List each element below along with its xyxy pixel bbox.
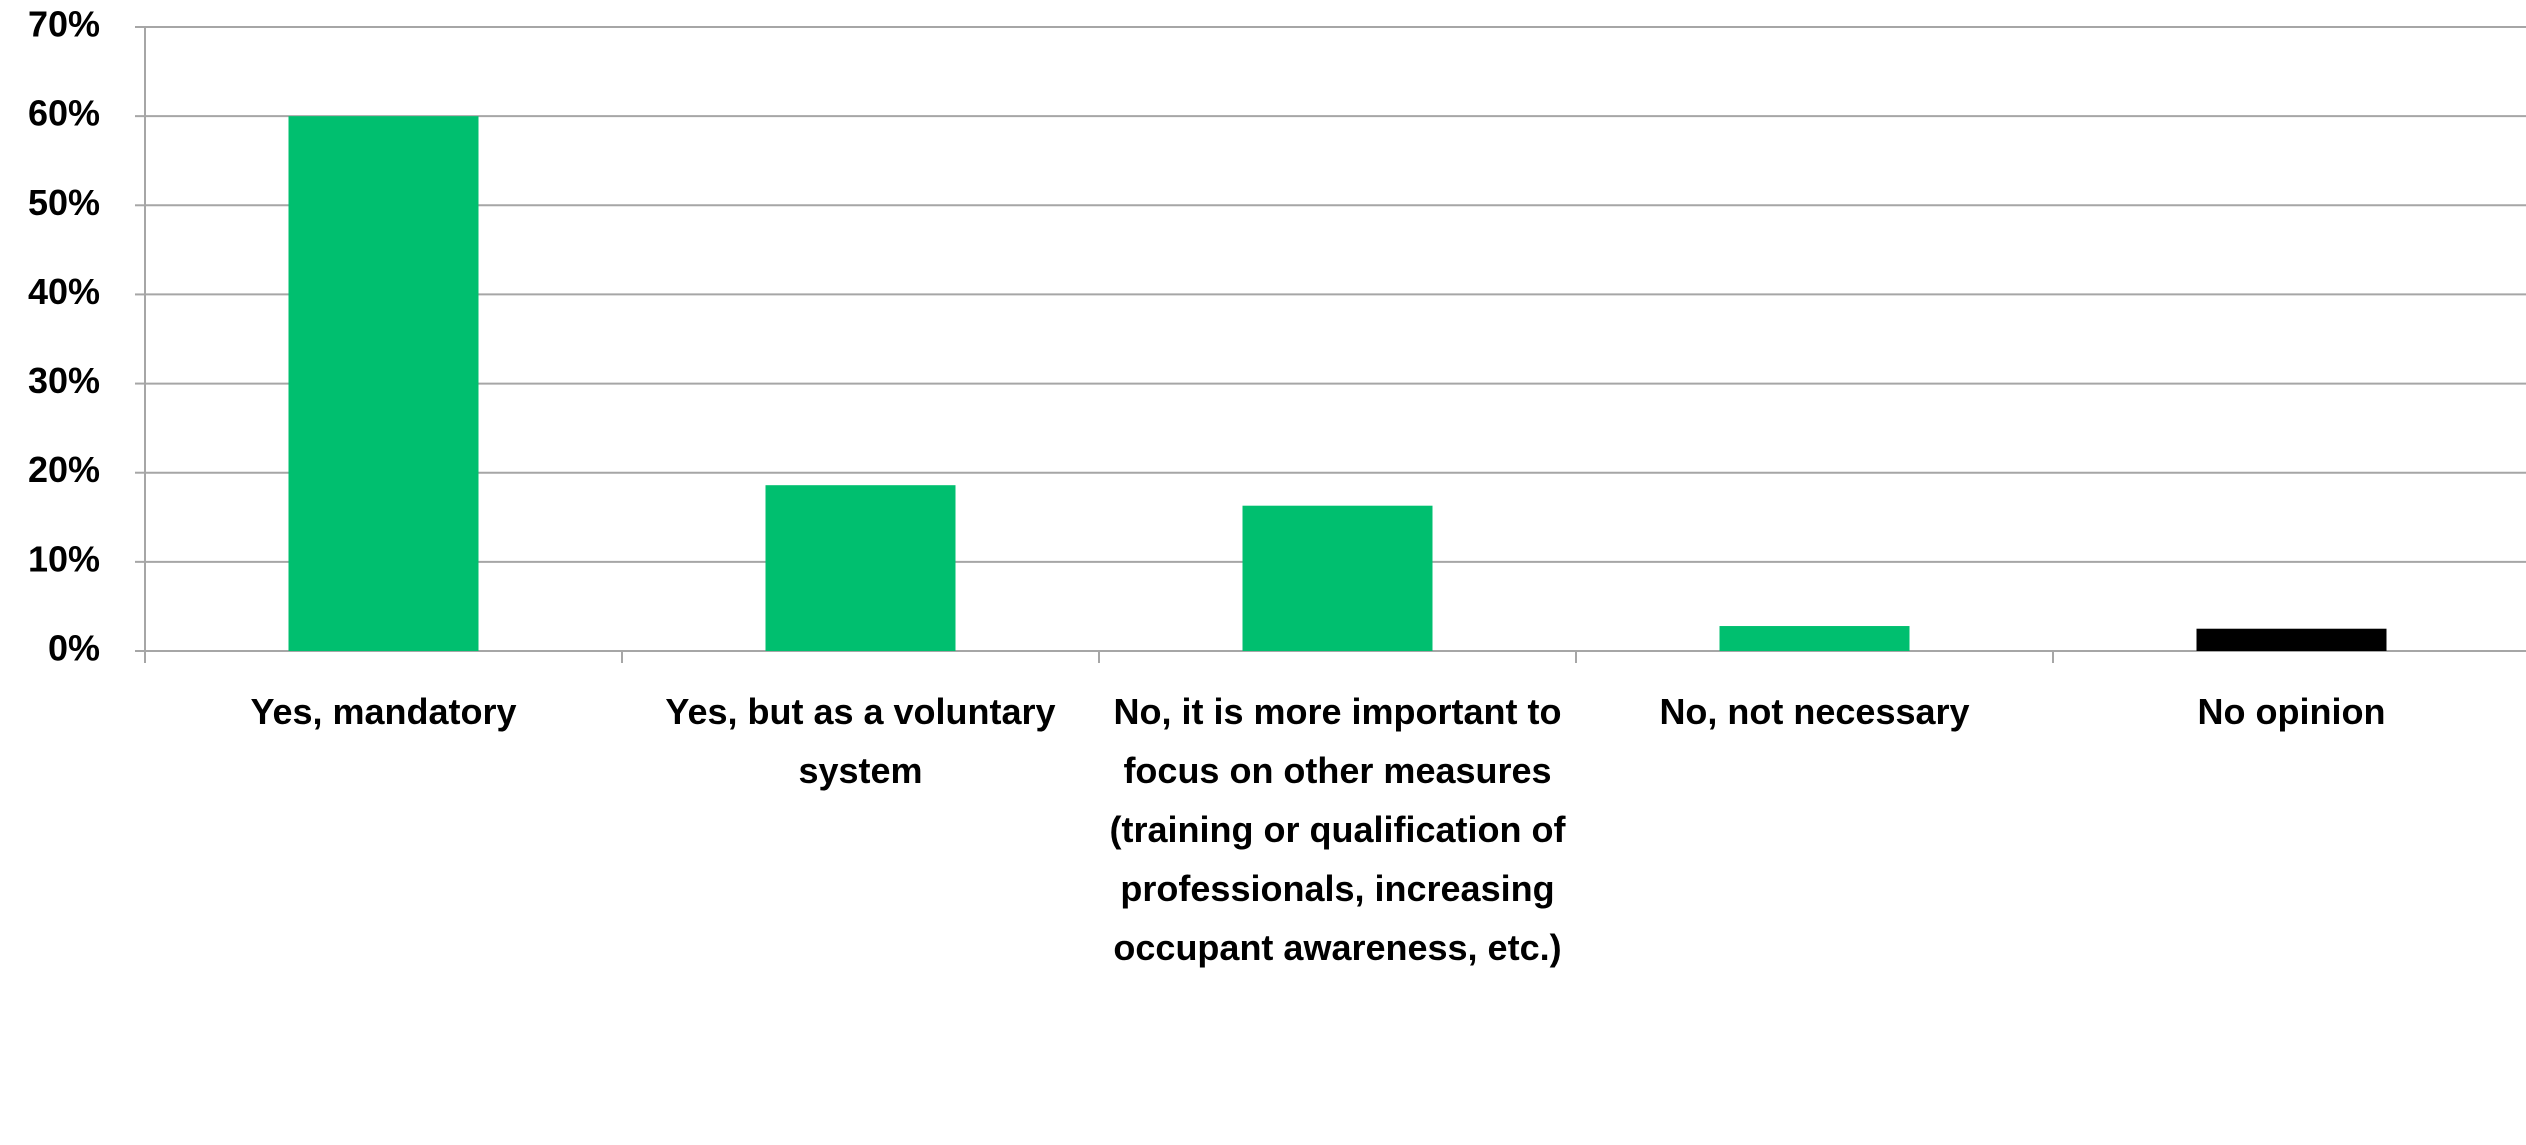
y-tick-label: 20% xyxy=(28,449,100,490)
x-tick-label: No, it is more important to focus on oth… xyxy=(1109,691,1566,968)
x-tick-label: No, not necessary xyxy=(1659,691,1970,732)
bar xyxy=(288,116,479,651)
x-tick-label: Yes, mandatory xyxy=(250,691,517,732)
y-tick-label: 70% xyxy=(28,4,100,45)
x-tick-label: No opinion xyxy=(2197,691,2386,732)
bar xyxy=(765,485,956,651)
bar xyxy=(1719,626,1910,651)
y-tick-label: 30% xyxy=(28,360,100,401)
x-tick-label: Yes, but as a voluntary system xyxy=(665,691,1056,791)
y-tick-label: 50% xyxy=(28,182,100,223)
bar xyxy=(1242,505,1433,651)
y-tick-label: 10% xyxy=(28,538,100,579)
y-tick-label: 0% xyxy=(48,628,100,669)
y-tick-label: 60% xyxy=(28,93,100,134)
y-tick-label: 40% xyxy=(28,271,100,312)
bar xyxy=(2196,628,2387,651)
